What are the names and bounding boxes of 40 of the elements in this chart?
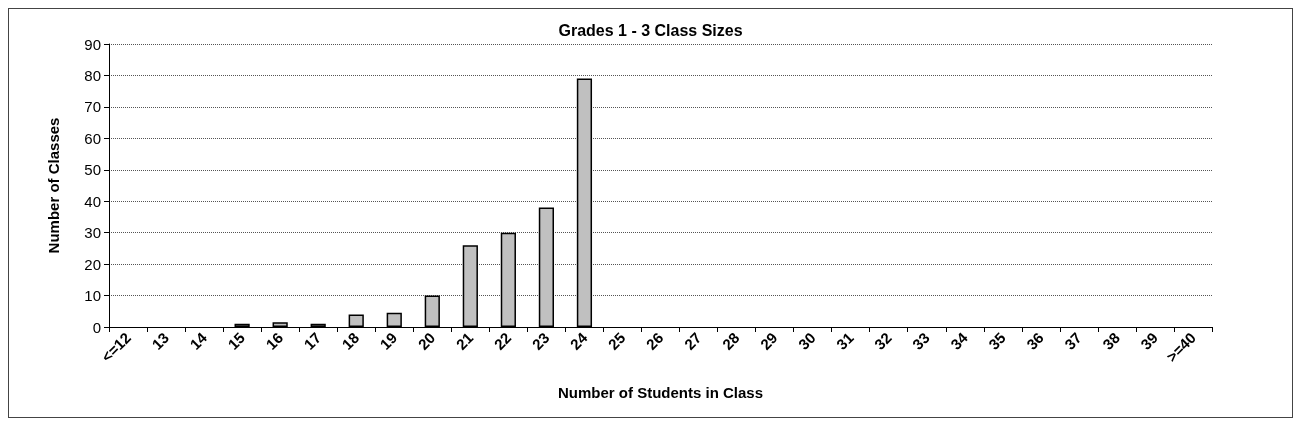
y-tick-label: 50 — [84, 161, 101, 179]
y-tick-label: 10 — [84, 287, 101, 305]
y-tick-label: 20 — [84, 255, 101, 273]
x-tick-label: 14 — [186, 328, 211, 353]
x-tick-label: 38 — [1099, 328, 1123, 353]
x-tick-label: 39 — [1137, 328, 1161, 353]
x-tick-label: 28 — [718, 328, 743, 353]
y-tick-label: 70 — [84, 98, 101, 116]
x-tick-label: 34 — [946, 328, 972, 353]
x-tick-label: 24 — [566, 328, 591, 353]
x-axis-title: Number of Students in Class — [557, 384, 764, 401]
y-tick-label: 60 — [84, 129, 101, 147]
x-tick-label: 21 — [452, 328, 477, 353]
y-tick-label: 40 — [84, 192, 101, 210]
y-tick-label: 90 — [84, 35, 101, 53]
x-tick-label: 33 — [908, 328, 933, 353]
chart-title: Grades 1 - 3 Class Sizes — [558, 21, 743, 39]
y-tick-label: 80 — [84, 66, 101, 84]
x-tick-label: 15 — [224, 328, 249, 353]
x-tick-label: 36 — [1023, 328, 1047, 353]
x-tick-label: 27 — [680, 328, 705, 353]
x-tick-label: 22 — [490, 328, 515, 353]
x-tick-label: 18 — [338, 328, 363, 353]
x-tick-label: 31 — [832, 328, 857, 353]
x-tick-label: 20 — [414, 328, 439, 353]
x-tick-label: 13 — [148, 328, 173, 353]
x-tick-label: 29 — [756, 328, 781, 353]
x-tick-label: 35 — [985, 328, 1009, 353]
x-tick-label: 19 — [376, 328, 401, 353]
x-tick-label: 32 — [870, 328, 895, 353]
y-axis-title: Number of Classes — [45, 117, 62, 254]
x-tick-label: 17 — [300, 328, 325, 353]
x-tick-label: 25 — [604, 328, 629, 353]
x-tick-label: 30 — [794, 328, 819, 353]
x-tick-label: 26 — [642, 328, 667, 353]
y-tick-label: 30 — [84, 224, 101, 242]
x-tick-label: 16 — [262, 328, 287, 353]
x-tick-label: 37 — [1061, 328, 1085, 353]
x-tick-label: 23 — [528, 328, 553, 353]
y-tick-label: 0 — [92, 318, 101, 336]
